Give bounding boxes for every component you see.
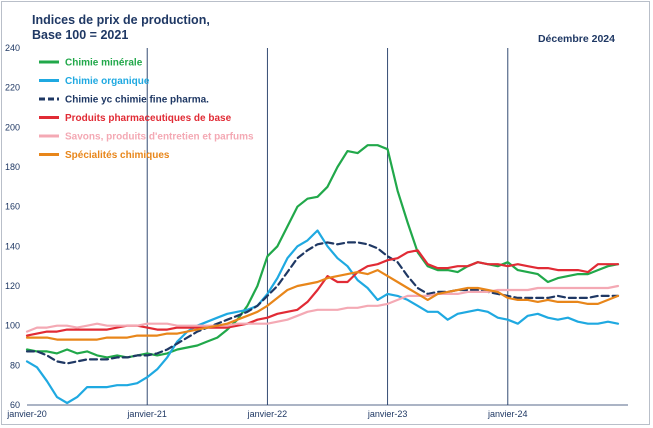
y-tick-label: 80 [10,360,20,370]
legend-label-5: Savons, produits d'entretien et parfums [65,132,254,143]
x-axis: janvier-20 janvier-21 janvier-22 janvier-23… [6,404,628,419]
chart-title-line1: Indices de prix de production, [32,13,210,27]
series-line-3 [25,241,620,365]
series-line-5 [25,284,620,333]
x-tick-label: janvier-21 [126,409,167,419]
y-axis: 60 80 100 120 140 160 180 200 220 240 [5,43,20,410]
series-line-2 [25,229,620,405]
y-tick-label: 60 [10,400,20,410]
y-tick-label: 220 [5,83,20,93]
legend: Chimie minérale Chimie organique Chimie yc… [39,58,254,161]
x-tick-label: janvier-23 [367,409,408,419]
series-line-4 [25,249,620,337]
series-lines [25,144,620,405]
y-tick-label: 140 [5,241,20,251]
y-tick-label: 180 [5,162,20,172]
chart-title-line2: Base 100 = 2021 [32,28,129,42]
x-tick-label: janvier-24 [487,409,528,419]
y-tick-label: 100 [5,321,20,331]
y-tick-label: 160 [5,202,20,212]
legend-label-2: Chimie organique [65,76,150,87]
legend-label-4: Produits pharmaceutiques de base [65,113,232,124]
legend-label-6: Spécialités chimiques [65,150,170,161]
legend-label-3: Chimie yc chimie fine pharma. [65,95,209,106]
grid-lines [146,48,509,405]
y-tick-label: 240 [5,43,20,53]
x-tick-label: janvier-22 [247,409,288,419]
x-tick-label: janvier-20 [6,409,47,419]
legend-label-1: Chimie minérale [65,58,143,69]
series-line-6 [25,269,620,341]
date-label: Décembre 2024 [537,33,615,45]
y-tick-label: 120 [5,281,20,291]
y-tick-label: 200 [5,122,20,132]
